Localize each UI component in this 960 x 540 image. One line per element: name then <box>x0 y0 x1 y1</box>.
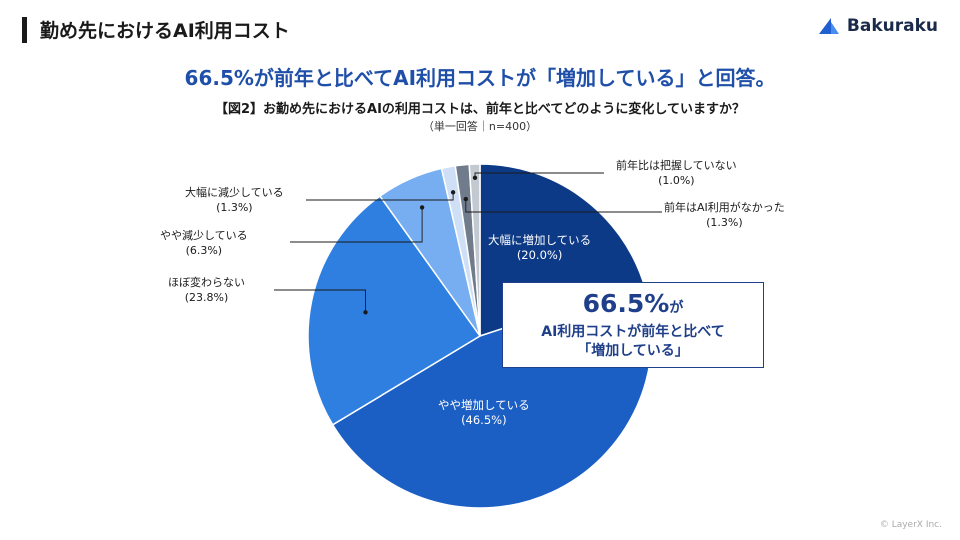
slice-label-2: ほぼ変わらない (23.8%) <box>168 275 245 305</box>
pie-slice-2 <box>307 195 482 426</box>
logo: Bakuraku <box>817 16 938 36</box>
callout-value: 66.5% <box>582 289 670 318</box>
slice-label-0-pct: (20.0%) <box>516 248 563 262</box>
slice-label-4: 大幅に減少している (1.3%) <box>185 185 284 215</box>
sample-note: （単一回答｜n=400） <box>422 120 538 133</box>
callout-line-2: 「増加している」 <box>577 343 689 359</box>
slice-label-6: 前年比は把握していない (1.0%) <box>616 158 737 188</box>
slice-label-2-pct: (23.8%) <box>184 291 229 304</box>
pie-slice-6 <box>468 163 481 337</box>
slice-label-5-pct: (1.3%) <box>706 216 743 229</box>
leader-line-5 <box>465 199 662 213</box>
slice-label-4-pct: (1.3%) <box>216 201 253 214</box>
header-accent-bar <box>22 17 27 43</box>
slice-label-3: やや減少している (6.3%) <box>160 228 248 258</box>
headline: 66.5%が前年と比べてAI利用コストが「増加している」と回答。 <box>184 66 776 90</box>
leader-dot-6 <box>472 175 478 180</box>
slice-label-6-name: 前年比は把握していない <box>616 159 737 172</box>
slice-label-0-name: 大幅に増加している <box>488 233 592 247</box>
slice-label-4-name: 大幅に減少している <box>185 186 284 199</box>
callout-suffix: が <box>669 300 684 316</box>
slice-label-3-pct: (6.3%) <box>185 244 223 257</box>
chart-title: 【図2】お勤め先におけるAIの利用コストは、前年と比べてどのように変化しています… <box>214 102 746 117</box>
copyright: © LayerX Inc. <box>879 520 942 530</box>
slice-label-2-name: ほぼ変わらない <box>168 276 245 289</box>
leader-dot-2 <box>363 310 368 315</box>
slice-label-1-pct: (46.5%) <box>461 413 507 427</box>
leader-line-3 <box>290 207 423 243</box>
leader-dot-3 <box>419 205 425 210</box>
logo-text: Bakuraku <box>846 16 938 36</box>
leader-dot-4 <box>450 190 456 195</box>
leader-dot-5 <box>463 196 468 202</box>
leader-line-2 <box>274 289 366 313</box>
leader-line-4 <box>306 192 454 201</box>
slice-label-5: 前年はAI利用がなかった (1.3%) <box>664 200 785 230</box>
bakuraku-logo-icon <box>818 18 839 34</box>
highlight-callout: 66.5%が AI利用コストが前年と比べて 「増加している」 <box>502 282 764 368</box>
slice-label-6-pct: (1.0%) <box>658 174 695 187</box>
slice-label-3-name: やや減少している <box>160 229 248 242</box>
callout-line-1: AI利用コストが前年と比べて <box>541 324 725 340</box>
slice-label-0: 大幅に増加している (20.0%) <box>488 233 591 263</box>
slice-label-1: やや増加している (46.5%) <box>438 398 530 428</box>
slice-label-1-name: やや増加している <box>438 398 530 412</box>
page-title: 勤め先におけるAI利用コスト <box>40 20 290 42</box>
slice-label-5-name: 前年はAI利用がなかった <box>664 201 785 214</box>
